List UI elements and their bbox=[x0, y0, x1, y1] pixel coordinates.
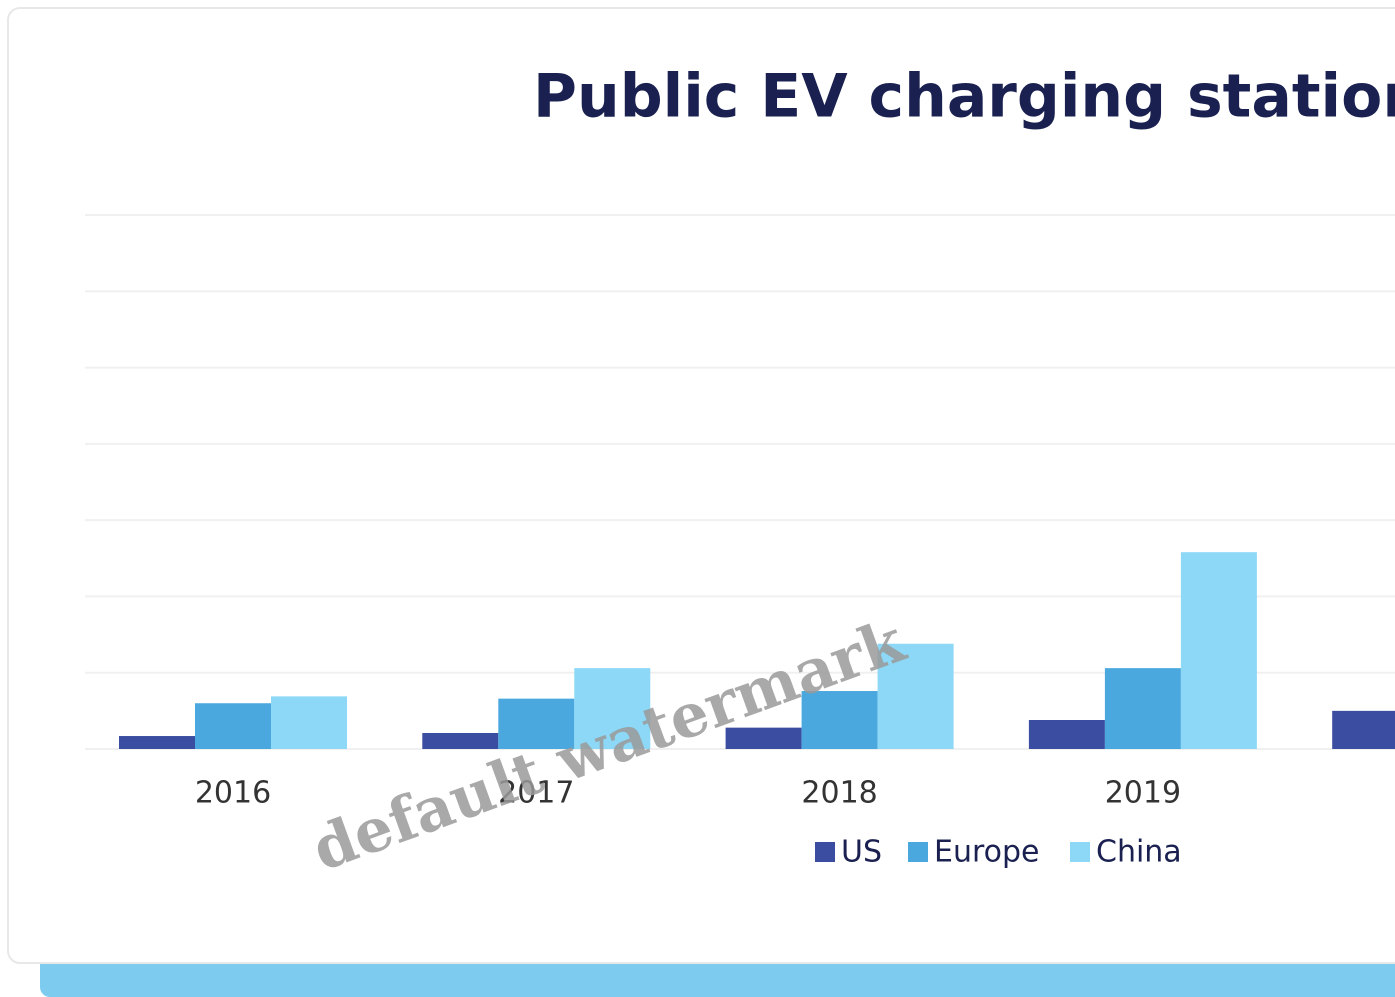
bar bbox=[1180, 552, 1257, 749]
legend-label: Europe bbox=[934, 835, 1040, 870]
bar bbox=[195, 703, 271, 749]
legend-swatch bbox=[815, 842, 835, 862]
legend-swatch bbox=[1070, 842, 1090, 862]
x-tick-label: 2017 bbox=[498, 776, 574, 811]
card bbox=[7, 7, 1395, 964]
bar bbox=[119, 736, 195, 749]
chart-title: Public EV charging station bbox=[533, 62, 1395, 132]
legend-label: China bbox=[1096, 835, 1182, 870]
bar bbox=[574, 668, 651, 749]
x-tick-label: 2018 bbox=[801, 776, 877, 811]
legend-label: US bbox=[841, 835, 882, 870]
bar bbox=[498, 698, 575, 749]
bar bbox=[1332, 710, 1395, 749]
bar bbox=[801, 691, 878, 749]
bar bbox=[877, 643, 954, 749]
bar bbox=[1104, 668, 1181, 749]
bar bbox=[271, 696, 347, 749]
x-tick-label: 2019 bbox=[1105, 776, 1181, 811]
x-tick-label: 2016 bbox=[195, 776, 271, 811]
legend-swatch bbox=[908, 842, 928, 862]
plot: 2016 2017 2018 2019 US Europe China bbox=[85, 214, 1395, 870]
bar bbox=[1028, 720, 1105, 749]
bar bbox=[725, 727, 802, 749]
bar bbox=[422, 732, 499, 749]
